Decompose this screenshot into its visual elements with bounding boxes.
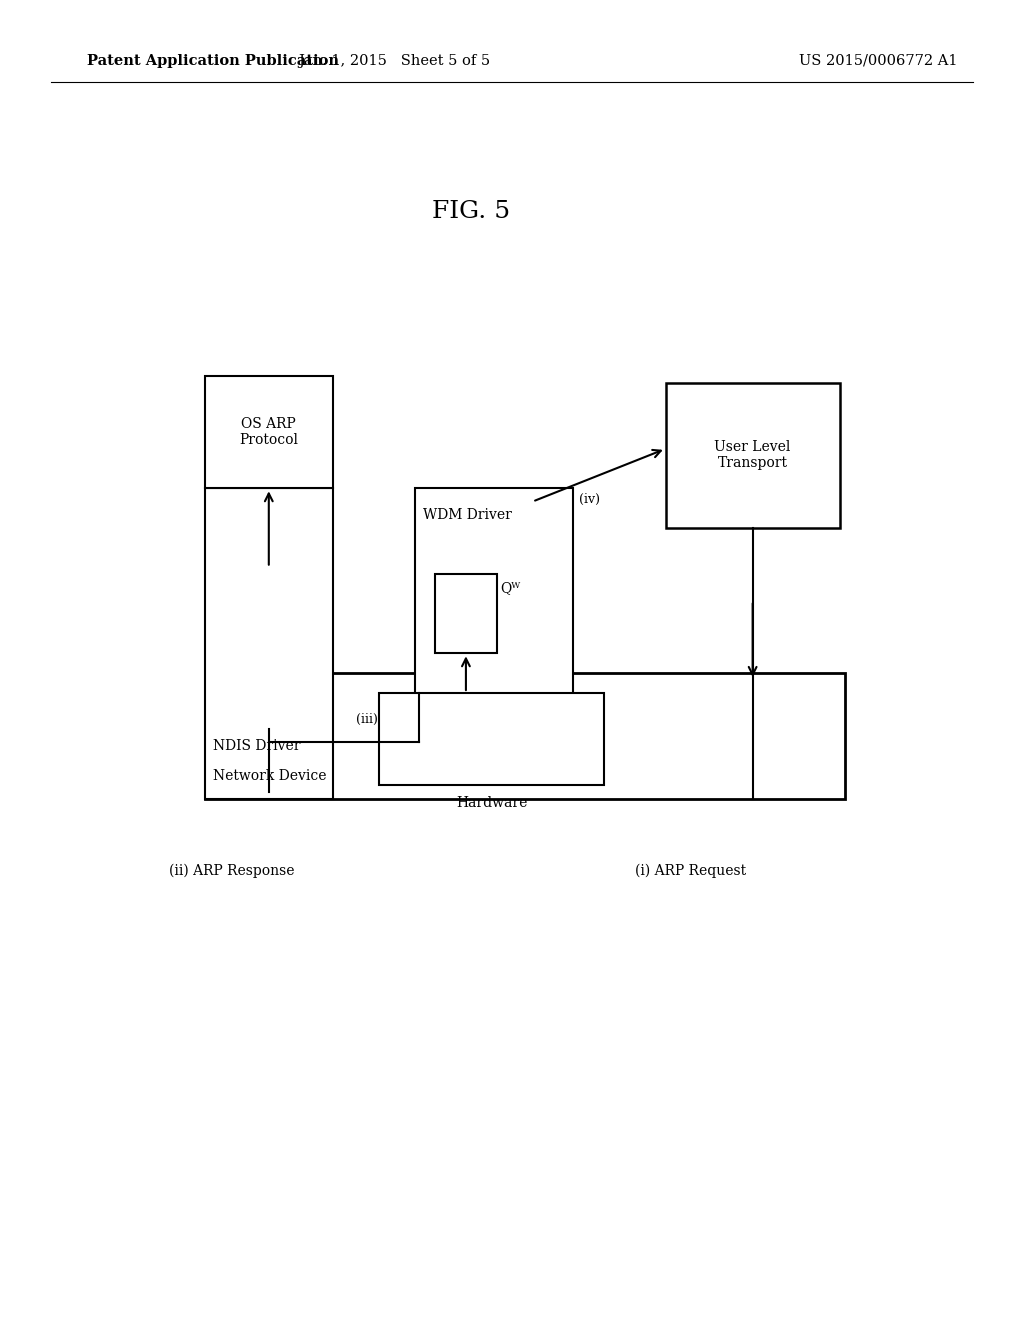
Bar	[415, 488, 573, 700]
Bar	[666, 383, 840, 528]
Text: Qᵂ: Qᵂ	[501, 581, 521, 595]
Text: (iv): (iv)	[579, 492, 600, 506]
Bar	[205, 488, 333, 799]
Text: US 2015/0006772 A1: US 2015/0006772 A1	[799, 54, 957, 67]
Text: Network Device: Network Device	[213, 768, 327, 783]
Text: Jan. 1, 2015   Sheet 5 of 5: Jan. 1, 2015 Sheet 5 of 5	[298, 54, 490, 67]
Text: (iii): (iii)	[356, 713, 378, 726]
Bar	[205, 673, 845, 799]
Bar	[205, 376, 333, 488]
Text: (i) ARP Request: (i) ARP Request	[635, 865, 746, 878]
Text: FIG. 5: FIG. 5	[432, 199, 510, 223]
Text: OS ARP
Protocol: OS ARP Protocol	[240, 417, 298, 447]
Text: (ii) ARP Response: (ii) ARP Response	[169, 865, 295, 878]
Text: NDIS Driver: NDIS Driver	[213, 739, 300, 752]
Text: WDM Driver: WDM Driver	[423, 508, 512, 523]
Text: Hardware: Hardware	[456, 796, 527, 810]
Bar	[379, 693, 604, 785]
Text: User Level
Transport: User Level Transport	[715, 441, 791, 470]
Text: Patent Application Publication: Patent Application Publication	[87, 54, 339, 67]
Bar	[435, 574, 497, 653]
